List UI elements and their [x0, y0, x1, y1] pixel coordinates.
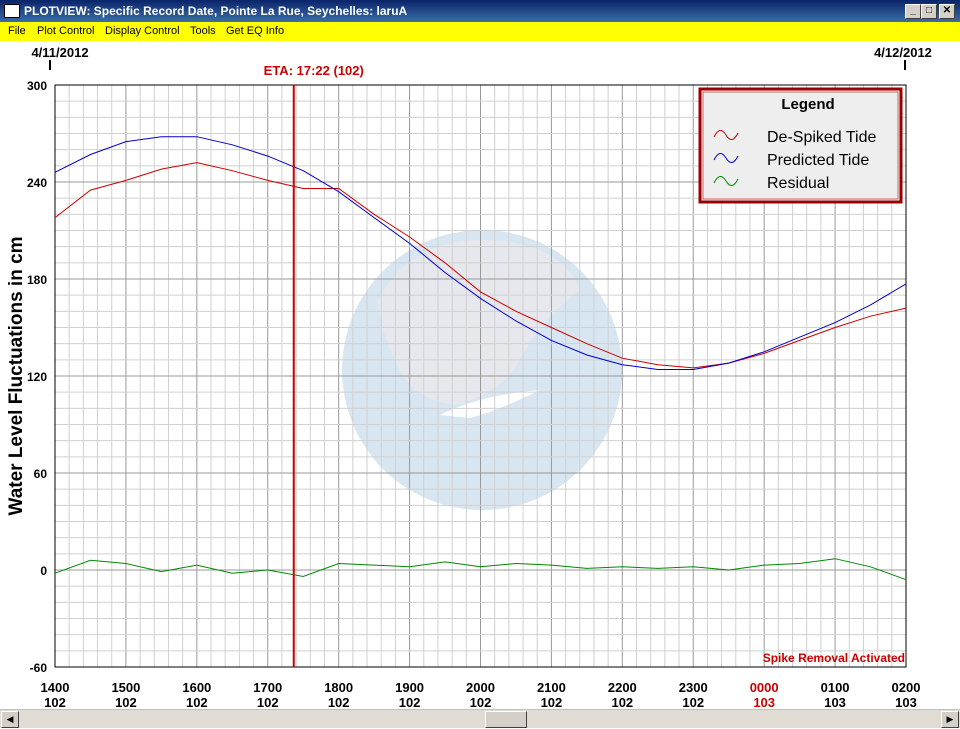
menu-get-eq-info[interactable]: Get EQ Info — [226, 25, 285, 37]
x-tick-label: 2100 — [537, 680, 566, 695]
app-icon — [4, 4, 20, 18]
x-tick-day: 102 — [470, 695, 492, 707]
x-tick-day: 102 — [328, 695, 350, 707]
title-bar[interactable]: PLOTVIEW: Specific Record Date, Pointe L… — [0, 0, 960, 22]
legend-despiked-swatch — [713, 130, 739, 140]
legend-title: Legend — [781, 96, 834, 113]
y-tick-label: -60 — [30, 661, 48, 675]
legend-predicted-swatch — [713, 153, 739, 163]
x-tick-label: 2200 — [608, 680, 637, 695]
menu-plot-control[interactable]: Plot Control — [37, 25, 95, 37]
end-date-label: 4/12/2012 — [874, 45, 932, 60]
menu-display-control[interactable]: Display Control — [105, 25, 180, 37]
x-tick-day: 103 — [824, 695, 846, 707]
y-tick-label: 0 — [40, 564, 47, 578]
residual-line — [54, 558, 907, 581]
x-tick-day: 102 — [541, 695, 563, 707]
x-tick-label: 1500 — [111, 680, 140, 695]
x-tick-label: 0100 — [821, 680, 850, 695]
x-tick-label: 1900 — [395, 680, 424, 695]
legend-despiked-label: De-Spiked Tide — [767, 129, 876, 146]
x-tick-day: 103 — [753, 695, 775, 707]
x-tick-label: 1600 — [182, 680, 211, 695]
x-tick-day: 102 — [399, 695, 421, 707]
y-tick-label: 300 — [27, 79, 47, 93]
y-axis-label: Water Level Fluctuations in cm — [6, 236, 27, 515]
x-tick-day: 102 — [682, 695, 704, 707]
legend-residual-swatch — [713, 176, 739, 186]
scroll-left-arrow[interactable]: ◀ — [1, 711, 19, 728]
x-tick-day: 102 — [186, 695, 208, 707]
x-tick-label: 2000 — [466, 680, 495, 695]
scroll-thumb[interactable] — [485, 711, 527, 728]
menu-file[interactable]: File — [8, 25, 26, 37]
plot-frame — [54, 84, 907, 668]
menu-tools[interactable]: Tools — [190, 25, 216, 37]
x-tick-label: 0200 — [892, 680, 921, 695]
x-tick-day: 102 — [611, 695, 633, 707]
legend-residual-label: Residual — [767, 175, 829, 192]
x-tick-label: 0000 — [750, 680, 779, 695]
scroll-right-arrow[interactable]: ▶ — [941, 711, 959, 728]
predicted-line — [54, 136, 907, 370]
x-tick-label: 1700 — [253, 680, 282, 695]
horizontal-scrollbar[interactable]: ◀ ▶ — [0, 709, 960, 728]
x-tick-day: 103 — [895, 695, 917, 707]
plot-area: 300 240 180 120 60 0 -60 1400 102 1500 102 1600 102… — [0, 41, 960, 710]
window-title: PLOTVIEW: Specific Record Date, Pointe L… — [24, 4, 408, 18]
x-tick-day: 102 — [115, 695, 137, 707]
x-tick-label: 2300 — [679, 680, 708, 695]
y-tick-label: 120 — [27, 370, 47, 384]
y-tick-label: 240 — [27, 176, 47, 190]
noaa-watermark — [342, 230, 622, 510]
x-tick-label: 1800 — [324, 680, 353, 695]
legend-box: Legend De-Spiked Tide Predicted Tide Res… — [698, 87, 903, 204]
close-button[interactable]: ✕ — [939, 4, 955, 19]
y-tick-label: 60 — [34, 467, 48, 481]
despiked-line — [54, 162, 907, 369]
legend-predicted-label: Predicted Tide — [767, 152, 869, 169]
eta-label: ETA: 17:22 (102) — [264, 63, 364, 78]
x-tick-label: 1400 — [41, 680, 70, 695]
x-tick-day: 102 — [257, 695, 279, 707]
maximize-button[interactable]: □ — [921, 4, 937, 19]
spike-removal-status: Spike Removal Activated — [763, 651, 905, 665]
menu-bar: File Plot Control Display Control Tools … — [0, 22, 960, 41]
y-tick-label: 180 — [27, 273, 47, 287]
start-date-label: 4/11/2012 — [31, 45, 88, 60]
minimize-button[interactable]: _ — [905, 4, 921, 19]
x-tick-day: 102 — [44, 695, 66, 707]
